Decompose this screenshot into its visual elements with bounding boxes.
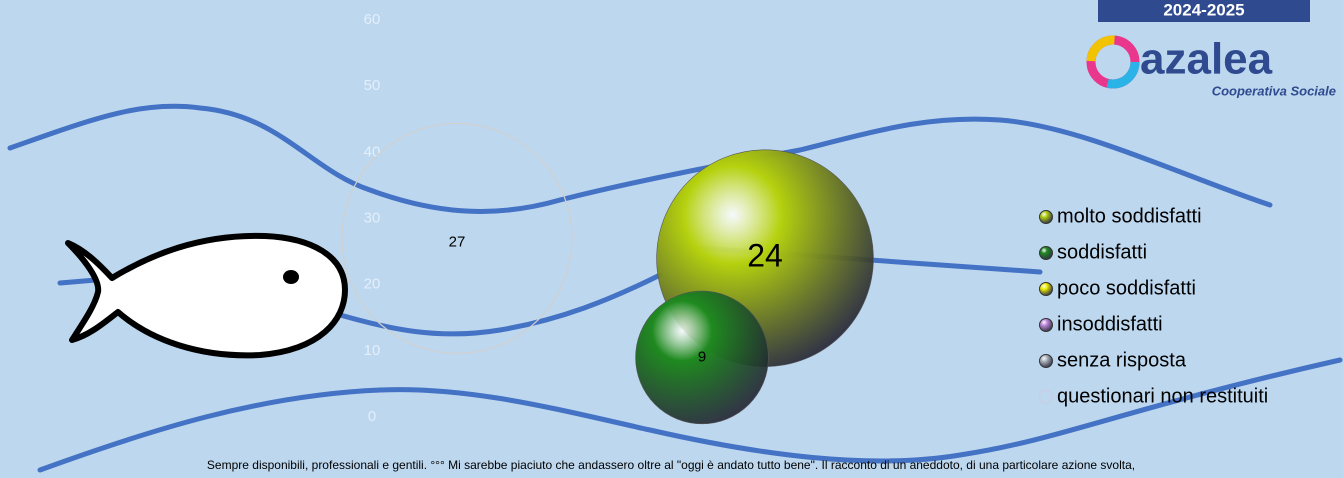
y-tick-label: 0 [368, 408, 376, 425]
legend-marker [1039, 282, 1053, 296]
legend-label: questionari non restituiti [1057, 385, 1268, 407]
logo-band [1098, 0, 1310, 22]
bubble [635, 290, 769, 425]
legend-label: poco soddisfatti [1057, 277, 1196, 299]
wave [37, 357, 1343, 473]
legend-marker [1039, 390, 1053, 404]
fish-eye [283, 270, 299, 284]
logo-subtitle: Cooperativa Sociale [1212, 83, 1336, 98]
y-tick-label: 50 [364, 77, 381, 94]
legend-label: molto soddisfatti [1057, 205, 1202, 227]
legend-marker [1039, 354, 1053, 368]
data-label: 27 [449, 233, 466, 250]
fish [65, 232, 348, 359]
wave [7, 103, 1273, 214]
logo-mark [1086, 35, 1140, 89]
bubble [341, 122, 573, 354]
legend-label: soddisfatti [1057, 241, 1147, 263]
y-tick-label: 40 [364, 143, 381, 160]
logo-years: 2024-2025 [1163, 0, 1244, 19]
logo-name: azalea [1140, 35, 1273, 84]
legend-marker [1039, 210, 1053, 224]
y-tick-label: 60 [364, 11, 381, 28]
legend-marker [1039, 246, 1053, 260]
y-tick-label: 30 [364, 209, 381, 226]
legend-label: senza risposta [1057, 349, 1187, 371]
legend-marker [1039, 318, 1053, 332]
y-tick-label: 20 [364, 276, 381, 293]
footer-text: Sempre disponibili, professionali e gent… [207, 458, 1135, 472]
legend-label: insoddisfatti [1057, 313, 1163, 335]
y-tick-label: 10 [364, 342, 381, 359]
data-label: 9 [698, 348, 706, 365]
data-label: 24 [747, 238, 783, 274]
